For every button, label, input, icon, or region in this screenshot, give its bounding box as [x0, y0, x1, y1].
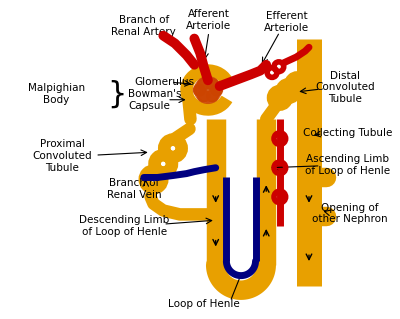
Circle shape: [195, 78, 220, 103]
Circle shape: [198, 78, 209, 90]
Text: Branch of
Renal Vein: Branch of Renal Vein: [107, 178, 161, 200]
Circle shape: [193, 84, 205, 96]
Text: Bowman's
Capsule: Bowman's Capsule: [128, 89, 182, 111]
Circle shape: [198, 90, 209, 102]
Text: Afferent
Arteriole: Afferent Arteriole: [186, 9, 232, 31]
Text: Loop of Henle: Loop of Henle: [168, 299, 240, 309]
Circle shape: [211, 84, 222, 96]
Text: Descending Limb
of Loop of Henle: Descending Limb of Loop of Henle: [79, 215, 170, 237]
Text: Glomerulus: Glomerulus: [134, 77, 194, 87]
Text: Efferent
Arteriole: Efferent Arteriole: [264, 11, 309, 33]
Text: Branch of
Renal Artery: Branch of Renal Artery: [112, 15, 176, 37]
Text: Collecting Tubule: Collecting Tubule: [303, 128, 392, 138]
Text: Malpighian
Body: Malpighian Body: [28, 83, 85, 105]
Text: Opening of
other Nephron: Opening of other Nephron: [312, 203, 388, 224]
Circle shape: [206, 90, 218, 102]
Text: Ascending Limb
of Loop of Henle: Ascending Limb of Loop of Henle: [305, 154, 390, 176]
Text: }: }: [107, 79, 126, 108]
Text: Distal
Convoluted
Tubule: Distal Convoluted Tubule: [315, 70, 375, 104]
Circle shape: [206, 78, 218, 90]
Text: Proximal
Convoluted
Tubule: Proximal Convoluted Tubule: [32, 139, 92, 173]
